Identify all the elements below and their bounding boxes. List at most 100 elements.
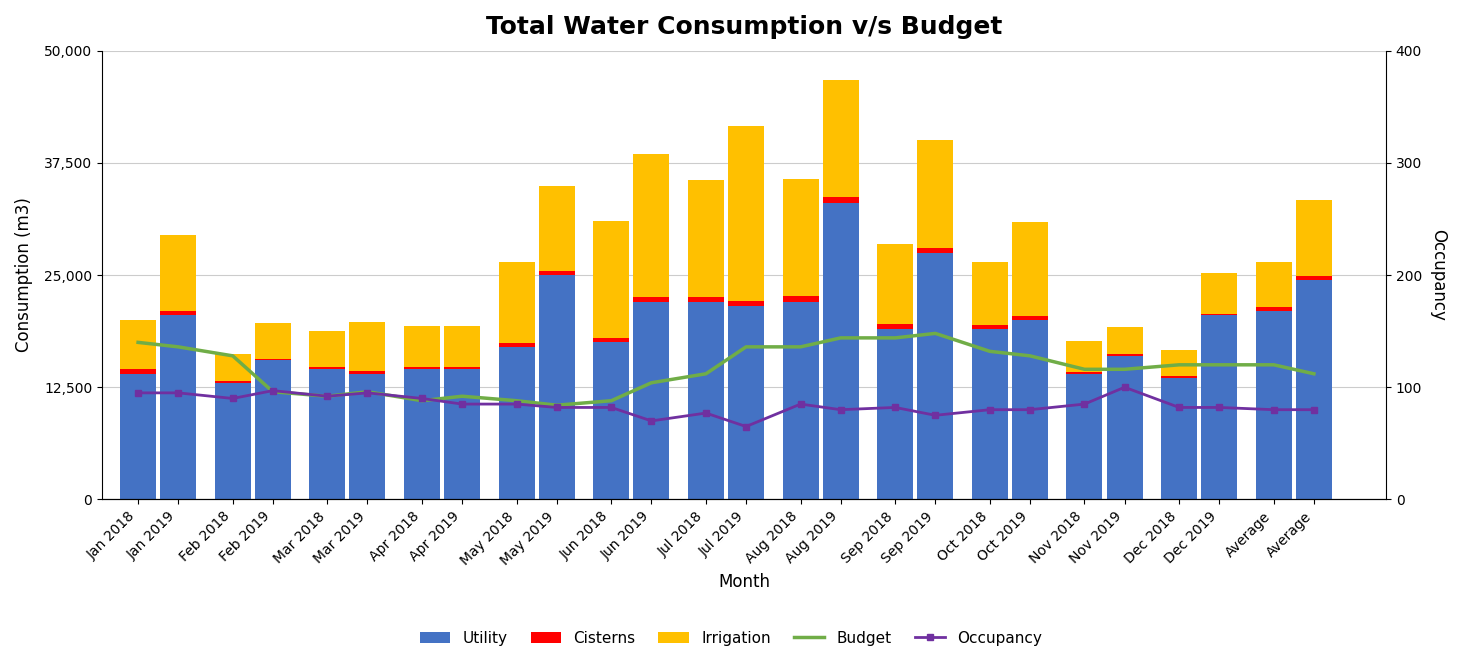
Occupancy [548,404,566,412]
Budget [602,397,620,405]
Bar [349,371,386,374]
Budget [1020,352,1038,360]
Y-axis label: Occupancy: Occupancy [1428,229,1447,321]
Bar [499,347,535,500]
Bar [782,302,819,500]
Bar [404,326,440,366]
Budget [643,379,661,387]
Bar [349,374,386,500]
Bar [823,81,858,197]
Bar [728,301,765,306]
Occupancy [737,422,754,430]
Occupancy [602,404,620,412]
Bar [917,252,953,500]
Bar [1066,340,1102,372]
Bar [728,306,765,500]
Occupancy [1306,406,1323,414]
Bar [782,296,819,302]
Bar [1256,308,1292,311]
Bar [633,302,670,500]
Bar [877,244,914,324]
Title: Total Water Consumption v/s Budget: Total Water Consumption v/s Budget [485,15,1001,39]
Budget [792,343,810,351]
Bar [310,366,345,370]
Bar [1161,378,1197,500]
Budget [981,348,999,356]
Bar [1161,350,1197,376]
Occupancy [792,400,810,408]
Bar [877,329,914,500]
Bar [120,320,156,370]
Bar [539,275,575,500]
Budget [319,392,336,400]
Budget [548,401,566,409]
Bar [1295,280,1332,500]
Bar [161,234,196,311]
Bar [499,262,535,343]
Bar [594,221,629,338]
Occupancy [319,392,336,400]
Budget [453,392,471,400]
Bar [633,154,670,298]
Bar [161,311,196,316]
Legend: Utility, Cisterns, Irrigation, Budget, Occupancy: Utility, Cisterns, Irrigation, Budget, O… [414,625,1048,652]
Occupancy [129,389,146,397]
Bar [161,316,196,500]
Budget [265,388,282,396]
Budget [1265,361,1282,369]
Bar [1161,376,1197,378]
Occupancy [507,400,525,408]
Bar [1066,374,1102,500]
Budget [414,397,431,405]
Budget [358,388,376,396]
Bar [254,358,291,360]
Budget [697,370,715,378]
Bar [1066,372,1102,374]
Budget [737,343,754,351]
Bar [1012,316,1048,320]
Occupancy [1076,400,1094,408]
Bar [823,197,858,203]
Bar [310,331,345,366]
Occupancy [981,406,999,414]
Occupancy [1020,406,1038,414]
Budget [927,330,944,338]
Bar [1107,356,1143,500]
Budget [1306,370,1323,378]
Budget [1211,361,1228,369]
Budget [832,334,849,342]
Line: Occupancy: Occupancy [135,384,1317,430]
Bar [404,370,440,500]
Bar [633,298,670,302]
Occupancy [453,400,471,408]
Bar [215,383,250,500]
Bar [1295,200,1332,276]
Occupancy [886,404,904,412]
Bar [1256,311,1292,500]
Bar [689,302,724,500]
Bar [917,141,953,248]
Occupancy [927,412,944,420]
Bar [728,126,765,301]
Bar [444,370,480,500]
Occupancy [832,406,849,414]
Bar [215,381,250,383]
Budget [170,343,187,351]
Bar [1107,327,1143,354]
Bar [877,324,914,329]
Budget [1116,366,1133,374]
Occupancy [643,417,661,425]
Bar [1107,354,1143,356]
Bar [594,342,629,500]
Budget [507,397,525,405]
Bar [254,322,291,358]
Occupancy [1116,383,1133,391]
Bar [823,203,858,500]
Bar [215,354,250,381]
Bar [254,360,291,500]
Y-axis label: Consumption (m3): Consumption (m3) [15,198,34,352]
Budget [886,334,904,342]
Bar [499,343,535,347]
Bar [1012,222,1048,316]
Occupancy [414,394,431,402]
